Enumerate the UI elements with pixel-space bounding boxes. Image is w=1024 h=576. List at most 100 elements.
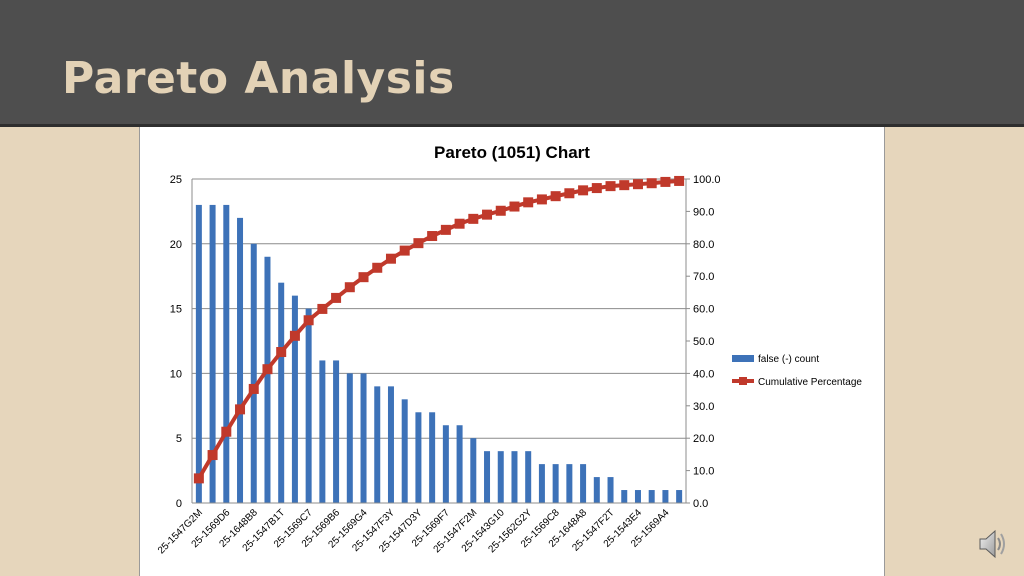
legend-swatch-count: [732, 355, 754, 362]
cumulative-marker: [317, 303, 328, 314]
pareto-chart: Pareto (1051) Chart 0 5 10 15 20 25 0.0 10.0 20.…: [139, 127, 885, 576]
bar: [305, 308, 312, 503]
y2-tick-label: 80.0: [693, 239, 714, 251]
cumulative-marker: [660, 176, 671, 187]
y2-tick-label: 90.0: [693, 206, 714, 218]
bar: [566, 464, 573, 503]
y2-tick-label: 0.0: [693, 498, 708, 510]
cumulative-marker: [591, 183, 602, 194]
bar: [662, 490, 669, 503]
bar: [250, 243, 257, 504]
y2-tick-label: 50.0: [693, 336, 714, 348]
cumulative-marker: [385, 253, 396, 264]
bar: [264, 256, 271, 503]
cumulative-marker: [221, 426, 232, 437]
bar: [648, 490, 655, 503]
slide-title: Pareto Analysis: [62, 53, 455, 104]
cumulative-marker: [550, 191, 561, 202]
bar: [319, 360, 326, 503]
y-tick-label: 20: [170, 239, 182, 251]
cumulative-marker: [289, 330, 300, 341]
bar: [621, 490, 628, 503]
y2-tick-label: 30.0: [693, 401, 714, 413]
bar: [470, 438, 477, 503]
title-divider: [0, 124, 1024, 127]
y-tick-label: 10: [170, 368, 182, 380]
bar: [634, 490, 641, 503]
cumulative-marker: [235, 404, 246, 415]
y-tick-label: 5: [176, 433, 182, 445]
cumulative-marker: [674, 175, 685, 186]
y2-tick-label: 20.0: [693, 433, 714, 445]
bar: [291, 295, 298, 503]
y-tick-label: 0: [176, 498, 182, 510]
bar: [442, 425, 449, 503]
cumulative-marker: [440, 224, 451, 235]
cumulative-line-series: [193, 175, 685, 484]
bar: [360, 373, 367, 503]
cumulative-marker: [536, 194, 547, 205]
bar: [346, 373, 353, 503]
bar-series: [195, 204, 683, 504]
legend-marker-cumulative: [739, 377, 747, 385]
bar: [525, 451, 532, 503]
bar: [538, 464, 545, 503]
bar: [209, 204, 216, 504]
cumulative-marker: [564, 188, 575, 199]
bar: [223, 204, 230, 504]
bar: [374, 386, 381, 503]
cumulative-marker: [372, 262, 383, 273]
bar: [415, 412, 422, 503]
y2-tick-label: 60.0: [693, 304, 714, 316]
bar: [580, 464, 587, 503]
bar: [387, 386, 394, 503]
legend: false (-) count Cumulative Percentage: [732, 354, 862, 388]
bar: [607, 477, 614, 503]
cumulative-marker: [248, 383, 259, 394]
legend-label-count: false (-) count: [758, 354, 819, 365]
bar: [278, 282, 285, 503]
cumulative-marker: [578, 185, 589, 196]
bar: [333, 360, 340, 503]
bar: [456, 425, 463, 503]
y2-tick-label: 40.0: [693, 368, 714, 380]
cumulative-marker: [303, 315, 314, 326]
cumulative-marker: [358, 272, 369, 283]
cumulative-marker: [632, 179, 643, 190]
cumulative-marker: [454, 218, 465, 229]
cumulative-marker: [399, 245, 410, 256]
bar: [497, 451, 504, 503]
cumulative-marker: [413, 238, 424, 249]
y2-tick-label: 10.0: [693, 466, 714, 478]
y-tick-label: 15: [170, 304, 182, 316]
bar: [237, 217, 244, 503]
bar: [552, 464, 559, 503]
bar: [401, 399, 408, 503]
chart-svg: Pareto (1051) Chart 0 5 10 15 20 25 0.0 10.0 20.…: [156, 143, 862, 556]
cumulative-marker: [344, 282, 355, 293]
legend-label-cumulative: Cumulative Percentage: [758, 377, 862, 388]
bar: [593, 477, 600, 503]
chart-title: Pareto (1051) Chart: [434, 143, 590, 162]
title-bar: [0, 0, 1024, 124]
bar: [429, 412, 436, 503]
bar: [511, 451, 518, 503]
cumulative-marker: [276, 347, 287, 358]
bar: [484, 451, 491, 503]
cumulative-marker: [468, 213, 479, 224]
cumulative-marker: [646, 178, 657, 189]
cumulative-marker: [262, 364, 273, 375]
cumulative-marker: [495, 205, 506, 216]
y2-tick-label: 100.0: [693, 174, 721, 186]
bar: [676, 490, 683, 503]
cumulative-marker: [619, 180, 630, 191]
cumulative-marker: [605, 181, 616, 192]
y-tick-label: 25: [170, 174, 182, 186]
cumulative-marker: [427, 231, 438, 242]
cumulative-marker: [207, 450, 218, 461]
cumulative-marker: [523, 197, 534, 208]
speaker-icon[interactable]: [976, 526, 1012, 562]
bar: [195, 204, 202, 504]
cumulative-marker: [193, 473, 204, 484]
y2-tick-label: 70.0: [693, 271, 714, 283]
